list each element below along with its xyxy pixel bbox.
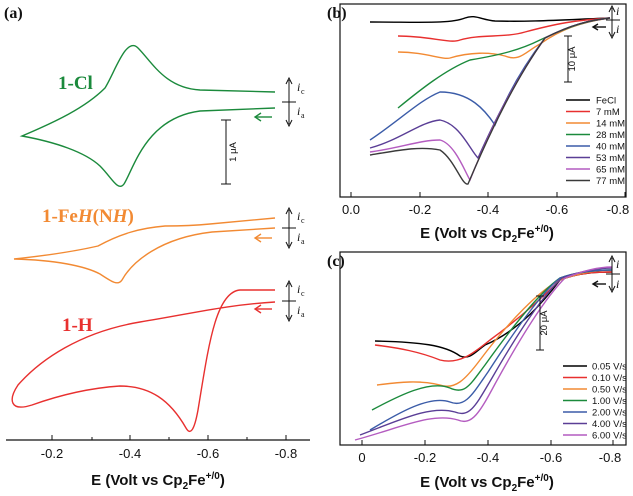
- x-tick-b: -0.2: [409, 202, 431, 217]
- x-tick-c: -0.8: [599, 450, 621, 465]
- scale-bar-a: 1 μA: [221, 119, 239, 185]
- x-tick-b: -0.8: [607, 202, 629, 217]
- x-axis-b: 0.0 -0.2 -0.4 -0.6 -0.8 E (Volt vs Cp2Fe…: [342, 192, 629, 245]
- ic-label: i: [297, 282, 300, 296]
- x-tick-b: 0.0: [342, 202, 360, 217]
- scale-bar-c-label: 20 μA: [539, 310, 550, 336]
- scale-bar-b-label: 10 μA: [567, 46, 578, 72]
- scale-bar-a-label: 1 μA: [228, 141, 239, 161]
- cv-curve-c: [374, 271, 613, 362]
- cv-curve-c: [354, 266, 613, 441]
- panel-c-label: (c): [327, 253, 345, 270]
- scale-bar-c: 20 μA: [536, 295, 550, 351]
- legend-label-c: 0.10 V/s: [592, 373, 627, 384]
- cv-1-feh-nh: [13, 217, 276, 284]
- ic-sub: c: [301, 289, 305, 298]
- legend-label-b: 28 mM: [596, 130, 625, 141]
- cv-1-h: [11, 289, 276, 432]
- x-axis-c: 0 -0.2 -0.4 -0.6 -0.8 E (Volt vs Cp2Fe+/…: [358, 440, 621, 494]
- curves-c: [354, 266, 613, 441]
- ia-label: i: [616, 22, 619, 36]
- ic-label: i: [616, 257, 619, 271]
- x-tick-b: -0.6: [546, 202, 568, 217]
- x-tick-c: -0.4: [477, 450, 499, 465]
- panel-a-label: (a): [4, 5, 23, 22]
- cv-curve-b: [397, 17, 611, 109]
- x-tick-a: -0.6: [197, 446, 219, 461]
- current-indicator-1-cl: i c i a: [253, 76, 305, 128]
- x-tick-a: -0.8: [275, 446, 297, 461]
- panel-b-label: (b): [327, 5, 347, 22]
- panel-c: (c) i i 20 μA 0.05 V/s0.10 V/s0.50 V/s1.…: [327, 251, 627, 494]
- ia-label: i: [616, 277, 619, 291]
- plot-frame-c: [339, 251, 627, 446]
- ic-label: i: [297, 209, 300, 223]
- legend-label-c: 0.50 V/s: [592, 385, 627, 396]
- cv-curve-c: [376, 269, 613, 387]
- legend-label-b: 77 mM: [596, 176, 625, 187]
- compound-label-1-h: 1-H: [62, 315, 93, 336]
- legend-label-b: 53 mM: [596, 153, 625, 164]
- legend-label-b: FeCl: [596, 96, 616, 107]
- legend-label-b: 65 mM: [596, 165, 625, 176]
- x-axis-label-c: E (Volt vs Cp2Fe+/0): [420, 473, 554, 494]
- x-tick-c: -0.6: [540, 450, 562, 465]
- x-tick-c: 0: [358, 450, 365, 465]
- legend-label-b: 40 mM: [596, 142, 625, 153]
- x-tick-b: -0.4: [477, 202, 499, 217]
- ia-label: i: [297, 303, 300, 317]
- ic-label: i: [297, 80, 300, 94]
- x-tick-a: -0.4: [119, 446, 141, 461]
- compound-label-1-feh-nh: 1-FeH(NH): [42, 206, 134, 227]
- current-indicator-b: i i: [591, 4, 620, 40]
- plot-frame-b: [339, 3, 627, 198]
- cv-curve-b: [369, 17, 611, 160]
- scale-bar-b: 10 μA: [564, 35, 578, 83]
- legend-label-c: 2.00 V/s: [592, 408, 627, 419]
- curves-b: [369, 15, 611, 185]
- x-tick-a: -0.2: [41, 446, 63, 461]
- ic-label: i: [616, 4, 619, 18]
- ic-sub: c: [301, 87, 305, 96]
- current-indicator-1-feh-nh: i c i a: [253, 206, 305, 250]
- x-axis-label-a: E (Volt vs Cp2Fe+/0): [91, 471, 225, 492]
- cv-curve-b: [369, 17, 611, 182]
- ic-sub: c: [301, 216, 305, 225]
- legend-label-c: 0.05 V/s: [592, 362, 627, 373]
- cv-curve-b: [369, 15, 611, 24]
- ia-sub: a: [301, 111, 305, 120]
- compound-label-1-cl: 1-Cl: [58, 73, 93, 94]
- cv-1-cl: [19, 44, 276, 187]
- legend-label-b: 7 mM: [596, 107, 620, 118]
- cv-curve-b: [397, 17, 611, 42]
- legend-label-c: 6.00 V/s: [592, 431, 627, 442]
- panel-a: (a) 1-Cl i c i a 1 μA 1-FeH(NH): [4, 5, 310, 492]
- current-indicator-1-h: i c i a: [253, 279, 305, 323]
- cv-curve-c: [374, 271, 613, 358]
- legend-c: 0.05 V/s0.10 V/s0.50 V/s1.00 V/s2.00 V/s…: [563, 362, 627, 442]
- x-axis-label-b: E (Volt vs Cp2Fe+/0): [420, 224, 554, 245]
- current-indicator-c: i i: [591, 254, 620, 294]
- legend-label-b: 14 mM: [596, 119, 625, 130]
- cv-curve-b: [369, 17, 611, 185]
- legend-label-c: 1.00 V/s: [592, 396, 627, 407]
- ia-sub: a: [301, 237, 305, 246]
- legend-label-c: 4.00 V/s: [592, 419, 627, 430]
- ia-label: i: [297, 230, 300, 244]
- x-tick-c: -0.2: [414, 450, 436, 465]
- x-axis-a: -0.2 -0.4 -0.6 -0.8 E (Volt vs Cp2Fe+/0): [6, 435, 310, 492]
- ia-sub: a: [301, 310, 305, 319]
- ia-label: i: [297, 104, 300, 118]
